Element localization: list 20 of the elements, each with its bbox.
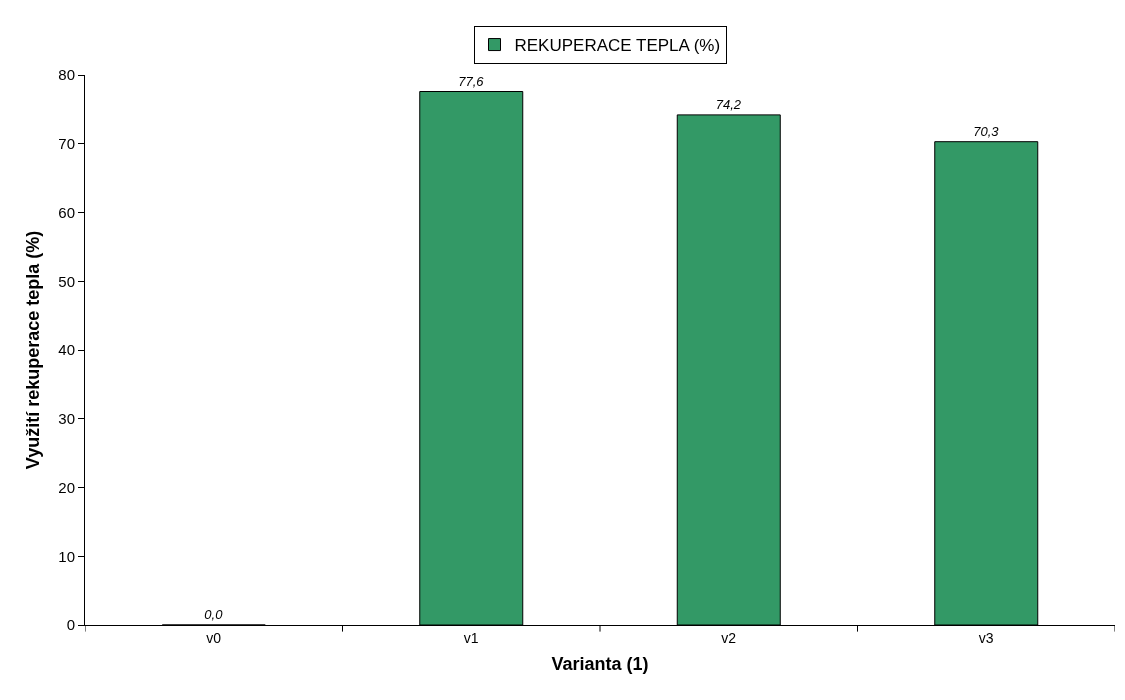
x-tick-label: v1 <box>463 629 479 646</box>
x-tick-label: v0 <box>206 629 222 646</box>
y-tick-label: 0 <box>66 616 75 634</box>
x-tick-label: v3 <box>978 629 994 646</box>
y-tick-label: 60 <box>58 203 75 221</box>
y-tick-label: 40 <box>58 341 75 359</box>
y-axis-title: Využití rekuperace tepla (%) <box>23 230 43 470</box>
y-tick-label: 20 <box>58 478 75 496</box>
data-label: 77,6 <box>458 73 485 89</box>
data-label: 74,2 <box>715 96 742 112</box>
y-tick-label: 50 <box>58 272 75 290</box>
data-label: 70,3 <box>973 123 1000 139</box>
y-tick-label: 30 <box>58 410 75 427</box>
legend-label: REKUPERACE TEPLA (%) <box>514 36 721 56</box>
y-tick-label: 80 <box>58 66 75 84</box>
data-label: 0,0 <box>204 607 224 622</box>
y-tick-label: 70 <box>58 135 75 152</box>
x-axis-title: Varianta (1) <box>551 653 649 674</box>
y-tick-label: 10 <box>58 547 75 565</box>
x-tick-label: v2 <box>721 629 737 646</box>
